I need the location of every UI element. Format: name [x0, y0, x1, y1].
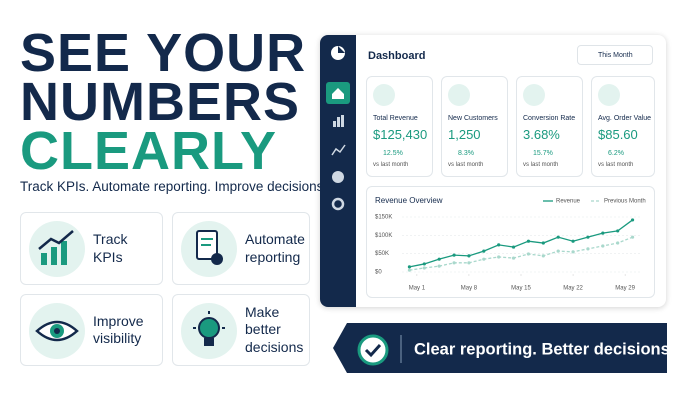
- kpi-change: 6.2%: [608, 150, 624, 157]
- kpi-change: 8.3%: [458, 150, 474, 157]
- point: [511, 245, 516, 249]
- banner: Clear reporting. Better decisions.: [333, 323, 667, 373]
- point: [437, 264, 441, 268]
- line-series: [409, 219, 633, 268]
- kpi-label: Conversion Rate: [523, 115, 576, 122]
- x-tick-label: May 1: [409, 286, 426, 292]
- x-tick-label: May 22: [563, 286, 583, 292]
- icon: [448, 84, 470, 106]
- kpi-change: 12.5%: [383, 150, 403, 157]
- icon: [29, 221, 85, 277]
- headline: NUMBERS: [20, 72, 301, 132]
- sidebar-icons: [326, 46, 350, 211]
- banner-text: Clear reporting. Better decisions.: [414, 340, 667, 358]
- point: [407, 265, 412, 269]
- kpi-card: Total Revenue $125,430 12.5% vs last month: [366, 76, 433, 177]
- icon: [523, 84, 545, 106]
- x-tick-label: May 8: [461, 286, 478, 292]
- feature-card: Track KPIs: [20, 212, 163, 285]
- kpi-card: Conversion Rate 3.68% 15.7% vs last month: [516, 76, 583, 177]
- headline-accent: CLEARLY: [20, 121, 278, 181]
- kpi-label: New Customers: [448, 115, 498, 122]
- period-label: This Month: [598, 52, 633, 59]
- point: [630, 218, 635, 222]
- point: [571, 239, 575, 243]
- point: [616, 241, 620, 245]
- headline: SEE YOUR: [20, 23, 307, 83]
- tagline: Track KPIs. Automate reporting. Improve …: [20, 179, 328, 194]
- point: [526, 239, 531, 243]
- point: [437, 257, 441, 261]
- feature-card: Make better decisions: [172, 294, 310, 366]
- line-series: [409, 236, 633, 271]
- feature-label: Automate reporting: [245, 231, 305, 265]
- kpi-note: vs last month: [523, 162, 559, 168]
- point: [467, 254, 471, 258]
- y-tick-label: $50K: [375, 251, 389, 257]
- kpi-note: vs last month: [598, 162, 634, 168]
- y-tick-label: $100K: [375, 233, 392, 239]
- point: [556, 249, 560, 253]
- icon: [181, 303, 237, 359]
- point: [616, 229, 620, 233]
- dashboard: Dashboard This Month Total Revenue $125,4…: [320, 35, 666, 307]
- point: [571, 250, 575, 254]
- point: [452, 261, 456, 265]
- legend-label: Revenue: [556, 199, 581, 205]
- period-dropdown[interactable]: This Month: [577, 45, 653, 65]
- point: [482, 249, 486, 253]
- icon: [373, 84, 395, 106]
- feature-label: Track KPIs: [93, 231, 128, 265]
- icon: [29, 303, 85, 359]
- point: [541, 254, 545, 258]
- kpi-note: vs last month: [373, 162, 409, 168]
- icon: [181, 221, 237, 277]
- kpi-label: Avg. Order Value: [598, 115, 652, 122]
- chart-title: Revenue Overview: [375, 196, 443, 205]
- point: [497, 255, 501, 259]
- icon: [598, 84, 620, 106]
- legend-label: Previous Month: [604, 199, 646, 205]
- x-tick-label: May 15: [511, 286, 531, 292]
- point: [586, 235, 590, 239]
- point: [482, 257, 486, 261]
- point: [601, 231, 605, 235]
- point: [422, 262, 426, 266]
- feature-card: Automate reporting: [172, 212, 310, 285]
- point: [630, 235, 635, 239]
- dashboard-title: Dashboard: [368, 50, 426, 62]
- point: [556, 235, 560, 239]
- kpi-card: Avg. Order Value $85.60 6.2% vs last month: [591, 76, 655, 177]
- point: [497, 243, 501, 247]
- chart: Revenue Overview $0 $50K $100K $150K May 1 Ma…: [375, 196, 646, 292]
- kpi-value: $85.60: [598, 127, 638, 142]
- feature-label: Make better decisions: [245, 303, 304, 355]
- point: [511, 256, 516, 260]
- x-tick-label: May 29: [615, 286, 635, 292]
- point: [541, 241, 545, 245]
- point: [452, 253, 456, 257]
- point: [422, 266, 426, 270]
- sidebar: [320, 35, 356, 307]
- kpi-change: 15.7%: [533, 150, 553, 157]
- kpi-value: 1,250: [448, 127, 481, 142]
- kpi-value: $125,430: [373, 127, 428, 142]
- kpi-value: 3.68%: [523, 127, 560, 142]
- chart-card: Revenue Overview $0 $50K $100K $150K May 1 Ma…: [366, 186, 655, 298]
- y-tick-label: $150K: [375, 215, 392, 221]
- point: [407, 268, 412, 272]
- kpi-card: New Customers 1,250 8.3% vs last month: [441, 76, 508, 177]
- y-tick-label: $0: [375, 270, 382, 276]
- kpi-note: vs last month: [448, 162, 484, 168]
- point: [586, 247, 590, 251]
- kpi-label: Total Revenue: [373, 115, 418, 122]
- feature-label: Improve visibility: [93, 312, 144, 347]
- point: [467, 261, 471, 265]
- feature-card: Improve visibility: [20, 294, 163, 366]
- point: [601, 244, 605, 248]
- point: [526, 252, 531, 256]
